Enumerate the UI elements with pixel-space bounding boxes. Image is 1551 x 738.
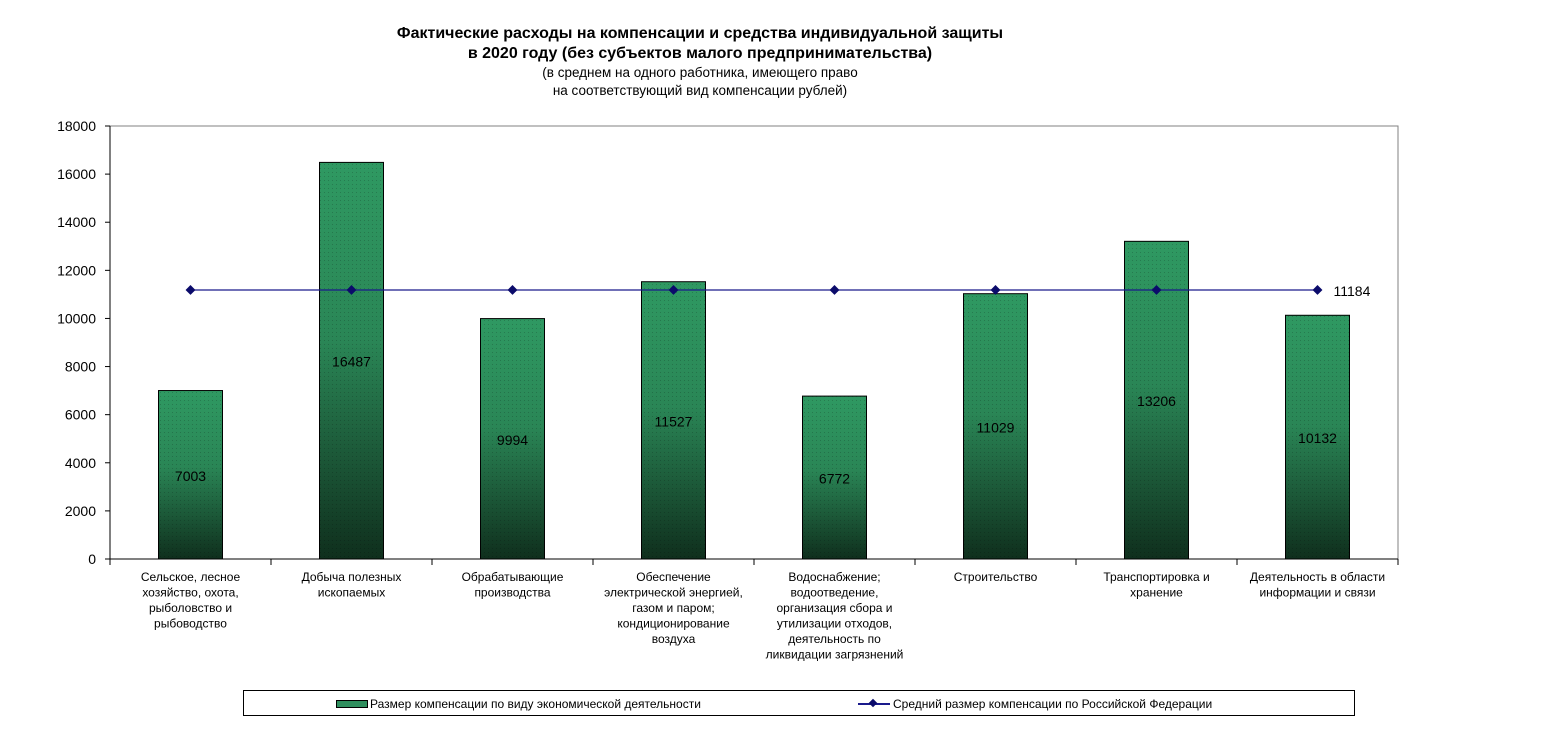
average-marker	[346, 285, 357, 295]
y-tick-label: 0	[88, 551, 96, 567]
chart-title: Фактические расходы на компенсации и сре…	[396, 25, 1004, 42]
legend-line-label: Средний размер компенсации по Российской…	[893, 697, 1213, 711]
bar-texture	[802, 396, 867, 559]
plot-border	[109, 125, 1399, 560]
y-tick-label: 12000	[57, 262, 96, 278]
bar-texture	[641, 281, 706, 559]
y-tick-label: 6000	[65, 407, 96, 423]
chart-title-line2: в 2020 году (без субъектов малого предпр…	[467, 45, 933, 62]
x-category-label: Деятельность в области информации и связи	[1250, 570, 1385, 600]
bar-value-label: 6772	[819, 471, 850, 487]
y-tick-label: 4000	[65, 455, 96, 471]
x-category-label: Обрабатывающие производства	[462, 570, 564, 600]
legend-bar-label: Размер компенсации по виду экономической…	[370, 697, 701, 711]
average-marker	[668, 285, 679, 295]
average-marker	[185, 285, 196, 295]
y-tick-label: 2000	[65, 503, 96, 519]
y-tick-label: 8000	[65, 359, 96, 375]
y-tick-label: 18000	[57, 118, 96, 134]
bar-line-chart: 0 2000 4000 6000 8000 10000 12000 14000 16000 180…	[57, 118, 1399, 662]
bar-value-label: 11029	[977, 419, 1015, 435]
bar-texture	[1285, 315, 1350, 559]
y-tick-label: 10000	[57, 310, 96, 326]
average-value-label: 11184	[1334, 283, 1371, 299]
legend-bar-swatch	[336, 700, 368, 708]
x-category-label: Водоснабжение; водоотведение, организация …	[766, 570, 904, 662]
bar-value-label: 13206	[1137, 393, 1176, 409]
average-marker	[990, 285, 1001, 295]
x-category-label: Строительство	[954, 570, 1038, 584]
legend: Размер компенсации по виду экономической…	[243, 690, 1355, 716]
bar-value-label: 16487	[332, 354, 371, 370]
x-category-label: Обеспечение электрической энергией, газом …	[604, 570, 743, 646]
y-tick-label: 16000	[57, 166, 96, 182]
legend-item-line: Средний размер компенсации по Российской…	[858, 697, 1212, 711]
legend-line-swatch	[858, 703, 890, 705]
chart-subtitle-line2: на соответствующий вид компенсации рубле…	[552, 83, 848, 98]
average-marker	[1312, 285, 1323, 295]
average-marker	[829, 285, 840, 295]
x-category-label: Добыча полезных ископаемых	[302, 570, 402, 600]
bar-value-label: 7003	[175, 468, 206, 484]
x-category-label: Сельское, лесное хозяйство, охота, рыболов…	[141, 570, 241, 631]
average-marker	[1151, 285, 1162, 295]
bar-texture	[480, 318, 545, 559]
average-marker	[507, 285, 518, 295]
legend-item-bars: Размер компенсации по виду экономической…	[336, 697, 701, 711]
chart-subtitle: (в среднем на одного работника, имеющего…	[542, 65, 858, 80]
bar-texture	[319, 162, 384, 559]
plot-area: 0 2000 4000 6000 8000 10000 12000 14000 16000 180…	[57, 118, 1399, 662]
bar-value-label: 11527	[655, 413, 693, 429]
chart-title-block: Фактические расходы на компенсации и сре…	[0, 24, 1400, 100]
bar-texture	[158, 390, 223, 559]
x-category-label: Транспортировка и хранение	[1103, 570, 1209, 600]
bar-value-label: 10132	[1298, 430, 1337, 446]
bar-value-label: 9994	[497, 432, 528, 448]
y-tick-label: 14000	[57, 214, 96, 230]
bar-texture	[963, 293, 1028, 559]
